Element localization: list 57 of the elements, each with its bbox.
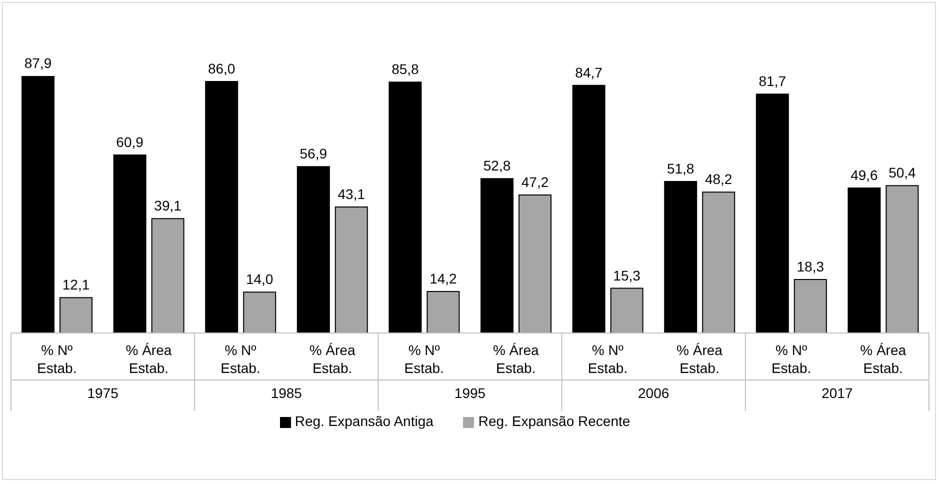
legend-label: Reg. Expansão Recente <box>478 413 630 429</box>
x-tick-label: % Área Estab. <box>860 342 906 376</box>
data-label: 43,1 <box>338 186 366 202</box>
bar <box>518 194 552 333</box>
text: 1985 <box>270 385 302 401</box>
text: 1995 <box>454 385 486 401</box>
bar <box>205 81 238 333</box>
bar <box>756 94 789 333</box>
data-label: 84,7 <box>575 64 603 80</box>
bar <box>388 82 422 333</box>
bar <box>702 192 736 333</box>
data-label: 60,9 <box>116 134 144 150</box>
x-tick-label: % Nº Estab. <box>404 342 444 376</box>
text: 2017 <box>822 385 853 401</box>
legend-label: Reg. Expansão Antiga <box>294 413 434 429</box>
x-tick-label: % Área Estab. <box>126 342 172 376</box>
x-tick-label: % Área Estab. <box>309 342 356 376</box>
x-tick-label: % Nº Estab. <box>771 342 812 376</box>
data-label: 56,9 <box>300 146 328 162</box>
x-tick-label: % Área Estab. <box>676 342 723 376</box>
x-tick-label: % Nº Estab. <box>37 342 77 376</box>
text: 2006 <box>638 385 670 401</box>
data-label: 87,9 <box>24 55 52 71</box>
bar <box>610 288 644 333</box>
bar <box>60 297 92 333</box>
bar <box>794 278 827 333</box>
data-label: 49,6 <box>850 166 878 183</box>
data-label: 12,1 <box>62 276 90 293</box>
bar <box>480 178 514 333</box>
x-tick-label: % Área Estab. <box>492 342 540 376</box>
data-label: 50,4 <box>888 164 916 181</box>
data-label: 86,0 <box>208 60 236 77</box>
data-label: 14,0 <box>246 271 274 288</box>
data-label: 48,2 <box>704 171 732 188</box>
bar <box>113 154 146 333</box>
data-label: 18,3 <box>796 258 824 274</box>
x-tick-label: % Nº Estab. <box>220 342 260 376</box>
bar <box>664 181 698 333</box>
data-label: 52,8 <box>483 158 511 174</box>
bar <box>426 290 460 333</box>
bar <box>886 185 919 333</box>
text: 1975 <box>87 385 119 401</box>
bar <box>572 84 606 333</box>
bar <box>22 76 54 333</box>
bar <box>848 187 881 333</box>
data-label: 39,1 <box>154 198 182 214</box>
data-label: 81,7 <box>758 73 786 90</box>
data-label: 14,2 <box>430 270 458 286</box>
bar <box>151 218 184 333</box>
x-tick-label: % Nº Estab. <box>588 342 628 376</box>
data-label: 51,8 <box>666 160 694 177</box>
bar <box>334 206 368 333</box>
bar <box>243 292 276 333</box>
bar <box>296 166 330 333</box>
data-label: 15,3 <box>613 267 641 284</box>
data-label: 47,2 <box>521 174 549 190</box>
data-label: 85,8 <box>392 61 420 78</box>
